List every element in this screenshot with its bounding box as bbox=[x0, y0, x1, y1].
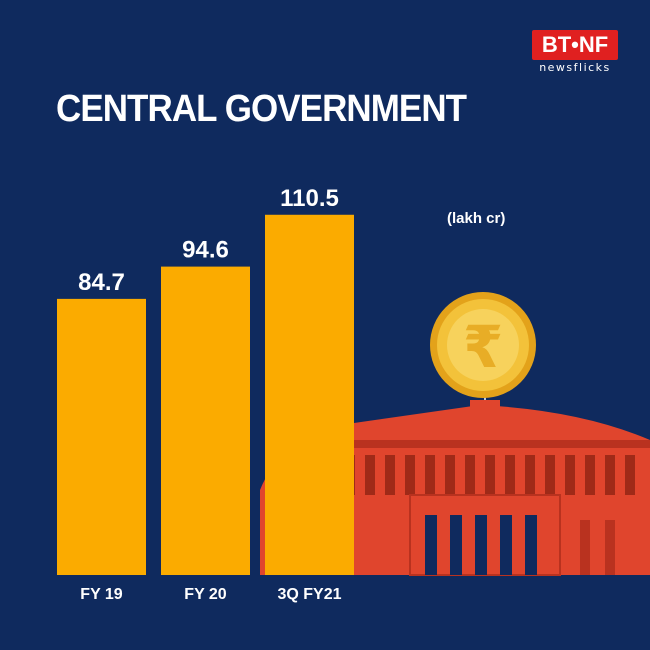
category-label: FY 19 bbox=[80, 586, 123, 603]
bar-value-label: 94.6 bbox=[182, 237, 229, 264]
unit-label: (lakh cr) bbox=[447, 210, 506, 227]
bar-value-label: 84.7 bbox=[78, 269, 125, 296]
rupee-coin-icon: ₹ bbox=[430, 292, 536, 398]
brand-name: BT•NF bbox=[541, 32, 609, 57]
category-label: 3Q FY21 bbox=[277, 586, 341, 603]
chart-title: CENTRAL GOVERNMENT bbox=[56, 88, 467, 130]
bar-series: 84.7 FY 19 94.6 FY 20 110.5 3Q FY21 bbox=[57, 185, 354, 603]
brand-tagline: newsflicks bbox=[539, 61, 611, 74]
parliament-building bbox=[260, 388, 650, 576]
bar-3 bbox=[265, 214, 354, 575]
bar-value-label: 110.5 bbox=[280, 185, 339, 212]
category-label: FY 20 bbox=[184, 586, 227, 603]
svg-text:₹: ₹ bbox=[463, 313, 503, 381]
bar-1 bbox=[57, 298, 146, 575]
brand-badge: BT•NF bbox=[532, 30, 618, 60]
brand-logo: BT•NF newsflicks bbox=[532, 30, 618, 74]
bar-2 bbox=[161, 266, 250, 575]
